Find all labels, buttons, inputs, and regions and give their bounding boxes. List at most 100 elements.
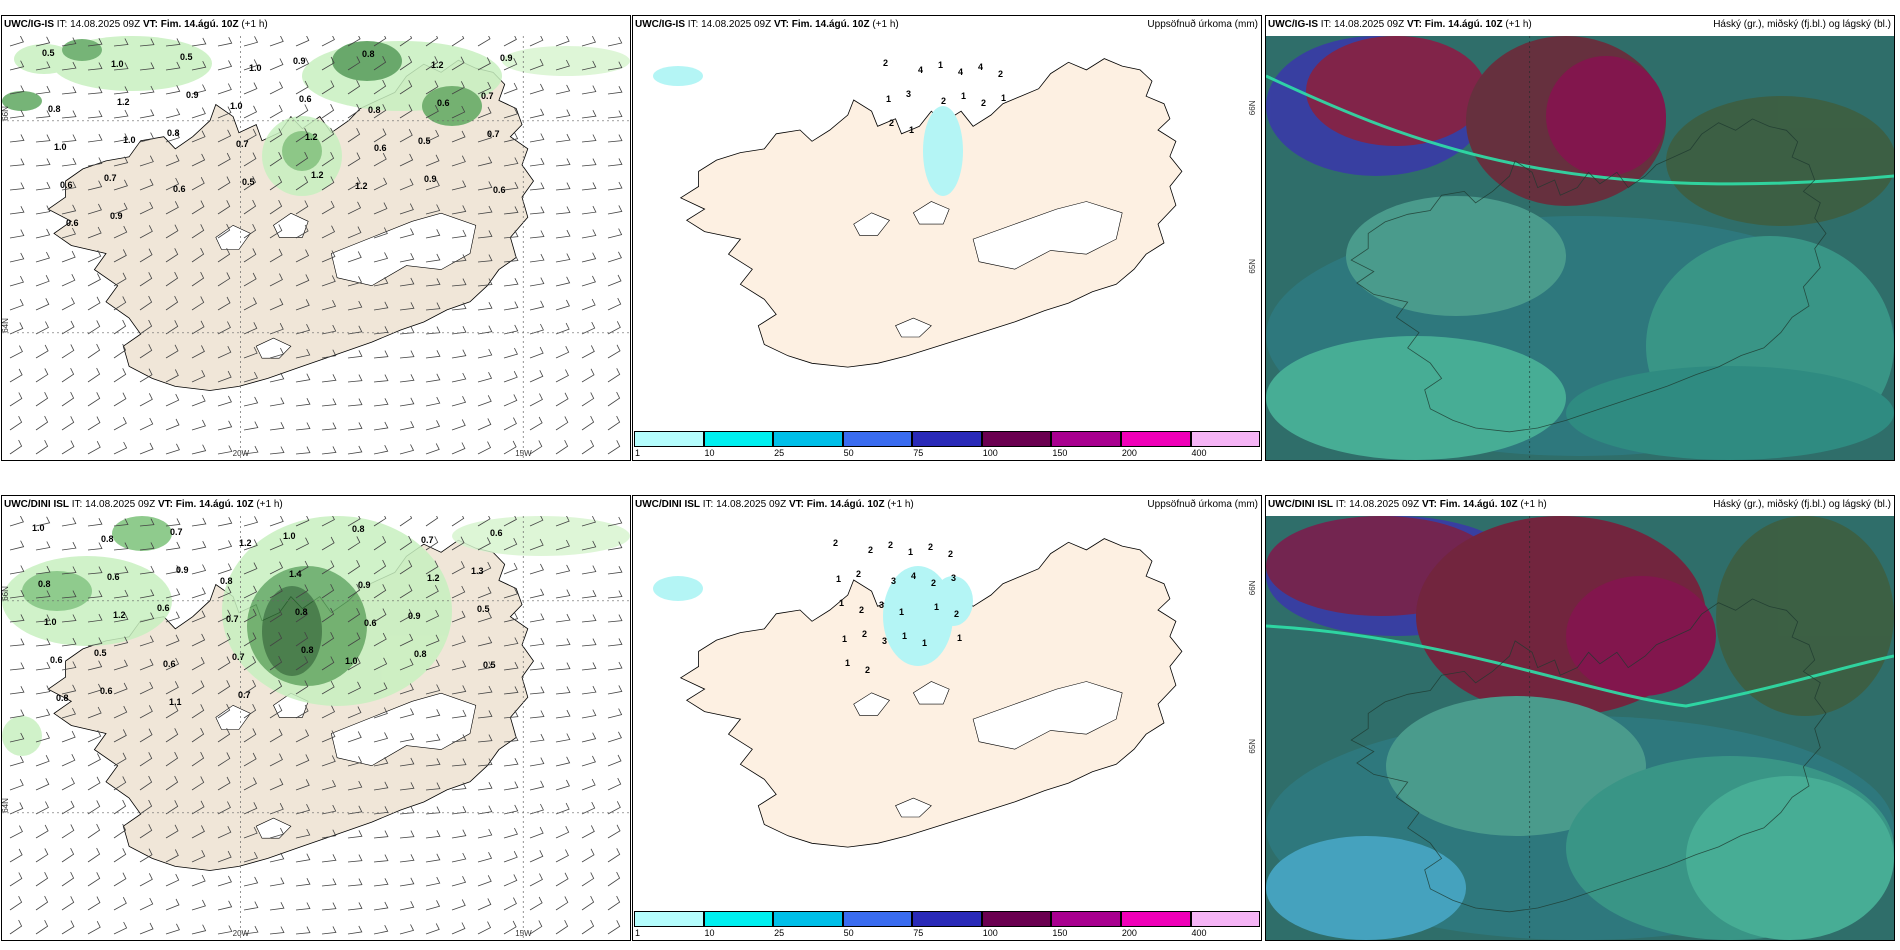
wind-barb (581, 848, 595, 863)
wind-barb (295, 754, 310, 767)
wind-barb (503, 132, 519, 143)
wind-barb (321, 80, 335, 95)
latitude-label: 66N (2, 586, 10, 601)
coastline (1350, 118, 1827, 433)
precip-value: 0.6 (364, 618, 377, 628)
wind-barb (477, 710, 493, 719)
wind-barb (581, 85, 597, 95)
wind-barb (425, 105, 439, 119)
wind-barb (113, 319, 127, 335)
wind-barb (165, 418, 180, 431)
wind-barb (113, 179, 128, 191)
wind-barb (269, 152, 283, 167)
wind-barb (451, 806, 467, 815)
wind-barb (61, 730, 76, 743)
wind-barb (581, 895, 595, 911)
wind-barb (61, 614, 77, 623)
wind-barb (269, 323, 284, 335)
wind-barb (373, 608, 387, 623)
wind-barb (191, 394, 206, 407)
wind-barb (165, 751, 179, 767)
wind-barb (9, 36, 24, 47)
wind-barb (607, 205, 623, 215)
wind-barb (555, 802, 570, 815)
precip-value: 0.7 (104, 173, 117, 183)
precip-area (332, 41, 402, 81)
wind-barb (373, 516, 387, 527)
colorbar-cell (1190, 911, 1261, 927)
wind-barb (529, 710, 545, 719)
wind-barb (139, 225, 153, 239)
wind-barb (373, 445, 389, 455)
wind-barb (139, 62, 155, 71)
wind-barb (217, 223, 231, 239)
wind-barb (555, 229, 571, 239)
wind-barb (425, 516, 439, 527)
precip-value: 1.2 (239, 538, 252, 548)
wind-barb (321, 829, 337, 839)
latitude-label: 64N (2, 798, 10, 813)
wind-barb (87, 590, 103, 599)
accum-value: 2 (856, 569, 861, 579)
wind-barb (165, 38, 181, 47)
wind-barb (581, 205, 597, 215)
wind-barb (269, 58, 284, 71)
wind-barb (269, 538, 284, 551)
wind-barb (243, 777, 257, 791)
wind-barb (217, 609, 232, 623)
wind-barb (477, 325, 493, 335)
panel-title: UWC/IG-IS IT: 14.08.2025 09Z VT: Fim. 14… (1268, 19, 1532, 30)
wind-barb (347, 103, 361, 119)
wind-barb (35, 298, 50, 311)
precip-value: 1.0 (54, 142, 67, 152)
wind-barb (35, 110, 51, 119)
wind-barb (295, 176, 309, 191)
wind-barb (503, 661, 519, 671)
wind-barb (269, 655, 283, 671)
precip-value: 0.9 (186, 90, 199, 100)
wind-barb (373, 398, 389, 407)
glacier (215, 704, 251, 730)
wind-barb (191, 800, 205, 815)
wind-barb (191, 751, 205, 767)
wind-barb (217, 656, 231, 671)
cloud-area (1566, 366, 1894, 460)
accum-value: 2 (888, 540, 893, 550)
wind-barb (529, 36, 544, 47)
wind-barb (607, 274, 622, 287)
wind-barb (165, 271, 179, 287)
precip-value: 0.5 (180, 52, 193, 62)
cloud-edge-line (1266, 74, 1894, 186)
wind-barb (9, 85, 25, 95)
wind-barb (477, 661, 493, 671)
panel-dini-accum-precip: UWC/DINI ISL IT: 14.08.2025 09Z VT: Fim.… (632, 495, 1262, 941)
wind-barb (477, 418, 492, 431)
wind-barb (113, 296, 127, 311)
wind-barb (191, 444, 207, 455)
wind-barb (113, 109, 129, 119)
precip-values: 1.0 0.8 0.7 1.2 1.0 0.8 0.7 0.6 0.8 0.6 0.9 0.8 1.4 0… (32, 523, 503, 707)
wind-barb (477, 205, 493, 215)
wind-barb (165, 248, 179, 263)
precip-value: 0.5 (94, 648, 107, 658)
wind-barb (243, 421, 259, 431)
precip-value: 0.8 (220, 576, 233, 586)
wind-barb (425, 302, 441, 311)
wind-barb (165, 849, 179, 863)
wind-barb (191, 370, 206, 383)
wind-barb (61, 590, 77, 599)
wind-barb (217, 540, 233, 551)
precip-value: 0.9 (408, 611, 421, 621)
wind-barb (503, 827, 518, 839)
glacier (972, 201, 1123, 270)
wind-barb (139, 319, 153, 335)
wind-barb (217, 296, 231, 311)
accum-value: 3 (882, 636, 887, 646)
wind-barb (191, 610, 206, 623)
wind-barb (217, 106, 232, 119)
wind-barb (165, 800, 179, 815)
wind-barb (191, 177, 205, 191)
wind-barb (477, 57, 491, 71)
wind-barb (243, 322, 258, 335)
wind-barb (451, 105, 466, 119)
